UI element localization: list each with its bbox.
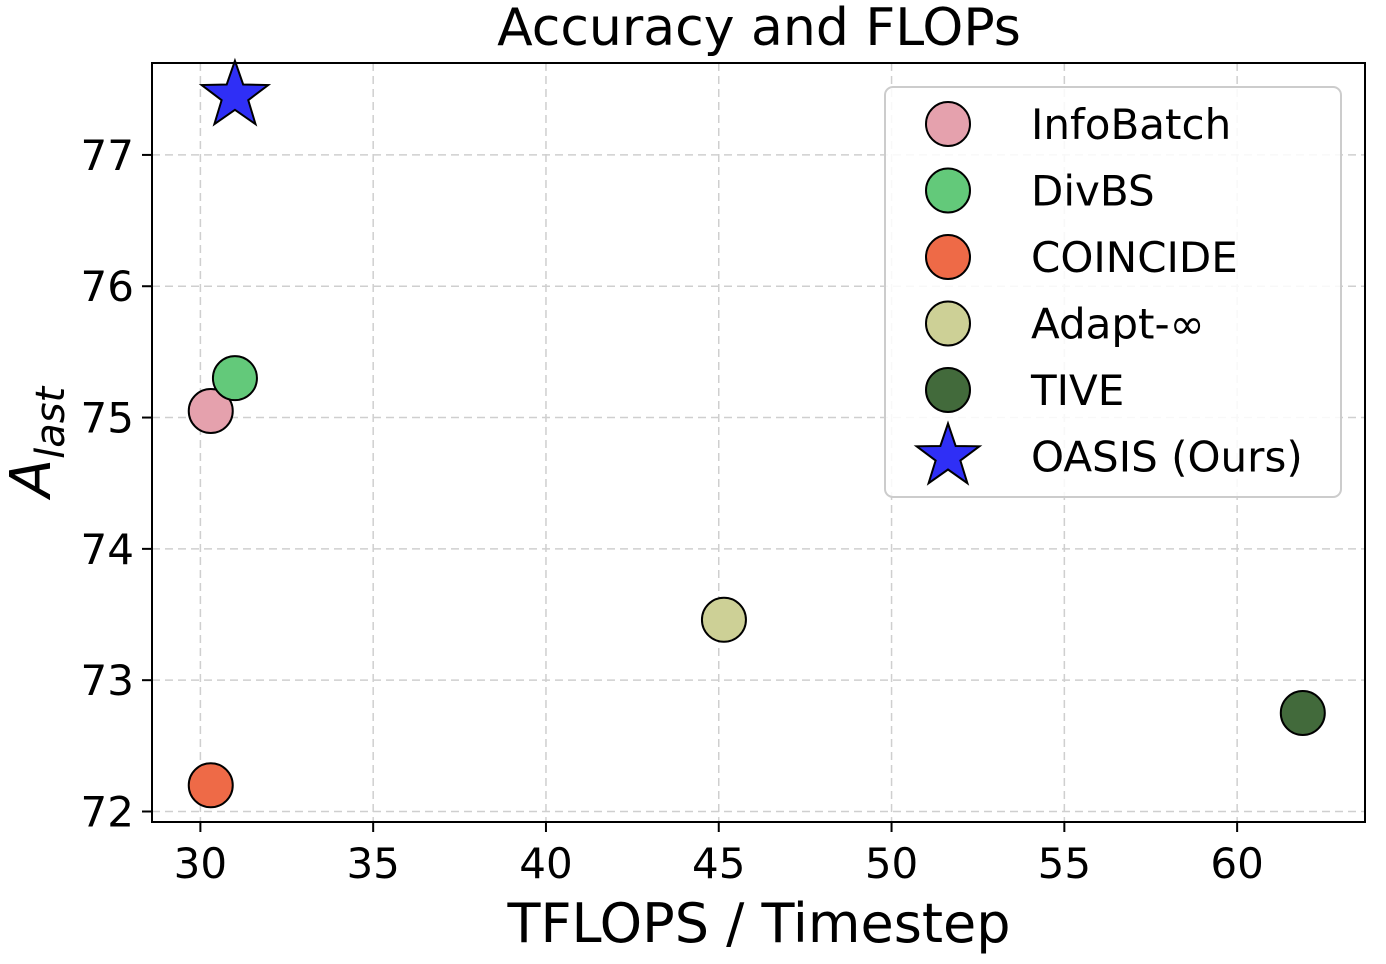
data-point-tive [1279, 690, 1326, 737]
legend-label: COINCIDE [1031, 233, 1238, 282]
chart-title: Accuracy and FLOPs [497, 0, 1021, 58]
y-tick-label: 73 [81, 656, 134, 705]
data-points [187, 57, 1326, 809]
x-tick-label: 30 [174, 839, 227, 888]
legend-label: DivBS [1031, 167, 1155, 216]
y-axis-label: Alast [0, 385, 74, 500]
y-axis-label-main: A [0, 459, 64, 500]
x-axis-label: TFLOPS / Timestep [506, 892, 1010, 955]
y-tick-label: 76 [81, 262, 134, 311]
legend-marker [913, 420, 983, 486]
legend-marker [925, 367, 971, 413]
legend-label: Adapt-∞ [1031, 300, 1205, 349]
plot-area-frame [151, 62, 1366, 823]
y-tick-label: 77 [81, 131, 134, 180]
y-tick-label: 72 [81, 787, 134, 836]
data-point-infobatch [187, 387, 234, 434]
data-point-adapt [700, 596, 747, 643]
data-point-divbs [211, 355, 258, 402]
legend-marker [925, 234, 971, 280]
y-tick-label: 75 [81, 394, 134, 443]
x-tick-label: 45 [692, 839, 745, 888]
x-tick-label: 55 [1038, 839, 1091, 888]
legend: InfoBatch DivBS COINCIDE Adapt-∞ TIVE OASIS (… [884, 86, 1342, 498]
legend-marker [925, 101, 971, 147]
x-tick-label: 50 [865, 839, 918, 888]
data-point-oasis-ours [198, 57, 272, 127]
legend-label: TIVE [1030, 366, 1124, 415]
x-tick-label: 60 [1210, 839, 1263, 888]
data-point-coincide [187, 762, 234, 809]
x-tick-label: 35 [346, 839, 399, 888]
legend-box [884, 86, 1342, 498]
legend-marker [925, 300, 971, 347]
y-axis-label-subscript: last [28, 385, 74, 458]
legend-label: InfoBatch [1031, 100, 1231, 149]
x-axis-ticks: 30 35 40 45 50 55 60 [174, 822, 1264, 888]
x-tick-label: 40 [519, 839, 572, 888]
y-tick-label: 74 [81, 525, 134, 574]
legend-marker [925, 167, 971, 214]
legend-label: OASIS (Ours) [1031, 433, 1303, 482]
y-axis-ticks: 72 73 74 75 76 77 [81, 131, 152, 836]
